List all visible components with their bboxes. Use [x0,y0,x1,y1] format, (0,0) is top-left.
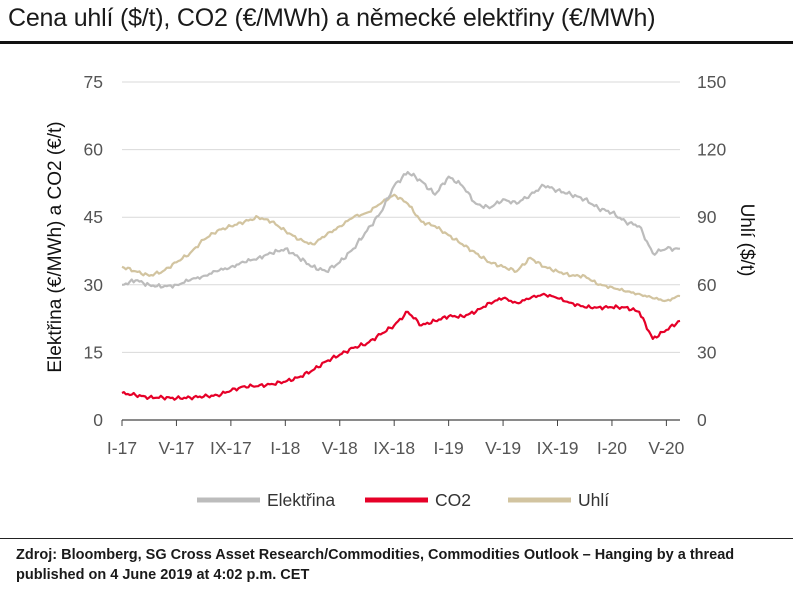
x-tick-label: V-20 [648,438,684,458]
y-right-tick-label: 120 [697,140,726,160]
y-right-tick-label: 90 [697,207,717,227]
legend: Elektřina CO2 Uhlí [197,490,609,510]
y-right-tick-label: 150 [697,72,726,92]
y-left-tick-label: 0 [93,410,103,430]
chart-title: Cena uhlí ($/t), CO2 (€/MWh) a německé e… [8,4,656,32]
left-axis-ticks: 0 15 30 45 60 75 [84,72,104,430]
y-left-axis-label: Elektřina (€/MWh) a CO2 (€/t) [45,121,66,372]
y-left-tick-label: 15 [84,342,103,362]
legend-label: CO2 [435,490,471,510]
y-left-tick-label: 75 [84,72,103,92]
legend-label: Elektřina [267,490,335,510]
x-tick-label: I-18 [270,438,300,458]
x-tick-label: IX-19 [537,438,579,458]
y-left-tick-label: 30 [84,275,104,295]
gridlines [122,81,680,353]
source-divider [0,538,793,539]
title-divider [0,41,793,44]
series-line-1 [121,193,681,303]
series-lines [121,171,681,401]
y-right-tick-label: 60 [697,275,717,295]
right-axis-ticks: 0 30 60 90 120 150 [697,72,726,430]
legend-label: Uhlí [578,490,609,510]
y-right-axis-label: Uhlí ($/t) [736,204,757,277]
y-right-tick-label: 30 [697,342,717,362]
x-tick-label: V-17 [158,438,194,458]
source-note: Zdroj: Bloomberg, SG Cross Asset Researc… [16,547,735,583]
series-line-2 [121,171,681,289]
x-tick-label: V-18 [322,438,358,458]
y-right-tick-label: 0 [697,410,707,430]
x-tick-label: IX-17 [210,438,252,458]
x-tick-label: I-20 [597,438,627,458]
x-tick-label: IX-18 [373,438,415,458]
x-tick-label: I-17 [107,438,137,458]
x-tick-label: I-19 [434,438,464,458]
y-left-tick-label: 45 [84,207,103,227]
series-line-3 [121,292,681,401]
y-left-tick-label: 60 [84,140,104,160]
x-tick-label: V-19 [485,438,521,458]
x-axis-ticks: I-17 V-17 IX-17 I-18 V-18 IX-18 I-19 V-19 IX-19 I… [107,420,685,458]
